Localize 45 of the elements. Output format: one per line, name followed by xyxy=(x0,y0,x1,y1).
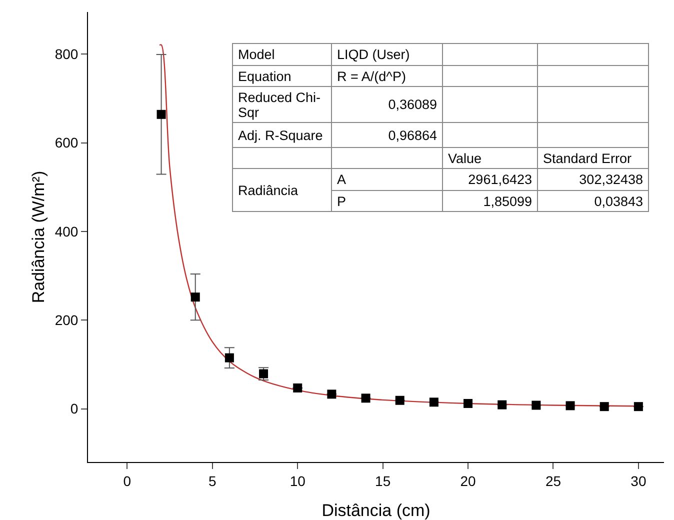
y-tick-label: 0 xyxy=(70,400,78,417)
annotation: LIQD (User) xyxy=(332,44,442,66)
point xyxy=(498,400,507,410)
annotation: R = A/(d^P) xyxy=(332,66,442,86)
point xyxy=(634,402,643,412)
annotation: 0,36089 xyxy=(332,86,442,122)
annotation: Radiância xyxy=(232,168,332,212)
x-tick-label: 5 xyxy=(208,472,216,489)
point xyxy=(600,402,609,412)
y-tick-label: 600 xyxy=(54,134,78,151)
annotation: A xyxy=(332,168,442,190)
x-tick-label: 10 xyxy=(290,472,306,489)
point xyxy=(293,383,302,392)
annotation: 0,96864 xyxy=(332,122,442,148)
x-tick-label: 30 xyxy=(630,472,646,489)
point xyxy=(224,353,234,362)
annotation: Equation xyxy=(232,66,332,86)
annotation: 302,32438 xyxy=(538,168,648,190)
point xyxy=(190,292,200,302)
annotation: Standard Error xyxy=(538,148,648,168)
annotation: 1,85099 xyxy=(442,190,538,212)
point xyxy=(464,398,473,408)
point xyxy=(156,110,166,119)
point xyxy=(395,396,404,405)
point xyxy=(361,394,370,403)
x-axis-title: Distância (cm) xyxy=(322,501,430,520)
point xyxy=(566,401,575,410)
annotation: P xyxy=(332,190,442,212)
y-tick-label: 400 xyxy=(54,223,78,240)
y-tick-label: 200 xyxy=(54,312,78,328)
x-tick-label: 15 xyxy=(375,472,391,489)
x-tick-label: 25 xyxy=(545,472,562,489)
annotation: Adj. R-Square xyxy=(232,122,332,148)
annotation: 0,03843 xyxy=(538,190,648,212)
annotation: Model xyxy=(232,44,332,66)
point xyxy=(429,398,438,407)
annotation: 2961,6423 xyxy=(442,168,538,190)
annotation: Reduced Chi-Sqr xyxy=(232,86,332,122)
x-tick-label: 0 xyxy=(123,472,132,489)
annotation: Value xyxy=(442,148,538,168)
x-tick-label: 20 xyxy=(460,472,476,489)
point xyxy=(532,400,541,410)
y-axis-title: Radiância (W/m²) xyxy=(29,170,48,304)
point xyxy=(327,390,336,399)
y-tick-label: 800 xyxy=(54,46,78,62)
